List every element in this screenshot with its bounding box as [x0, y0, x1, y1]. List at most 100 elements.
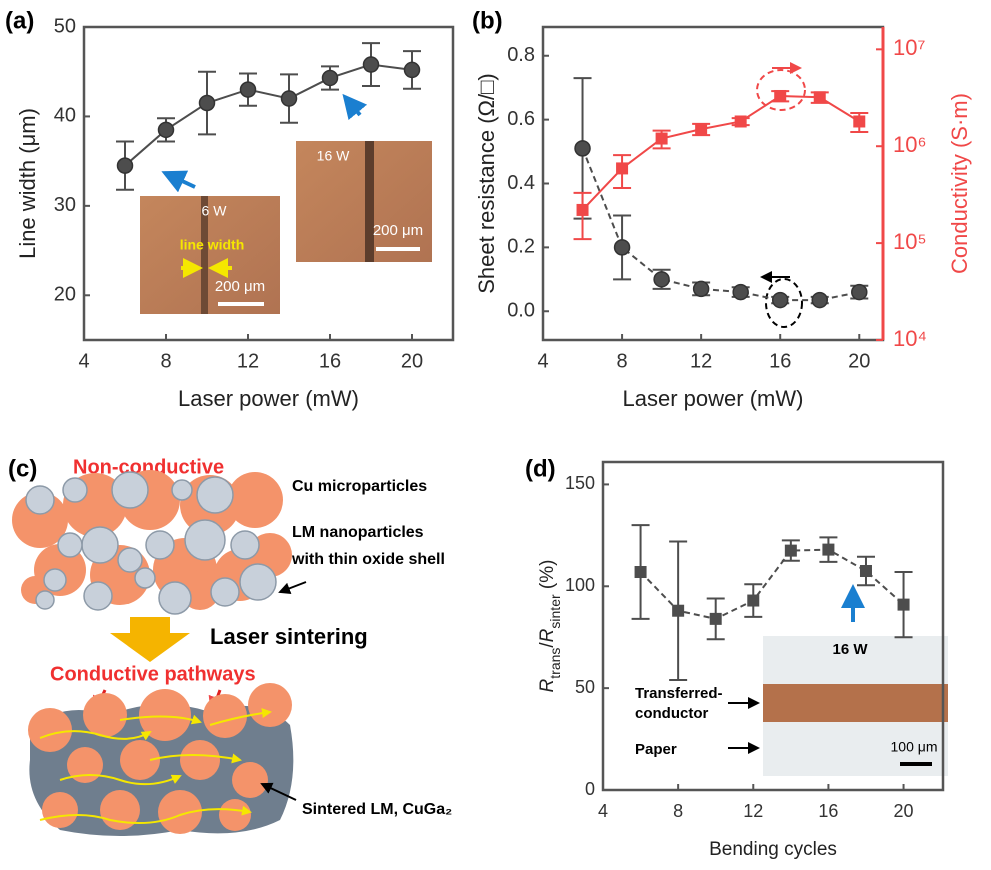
current-path — [39, 805, 252, 824]
arrow — [342, 93, 368, 121]
x-tick-label: 20 — [401, 350, 423, 372]
process-label: Laser sintering — [210, 624, 368, 649]
marker — [692, 280, 710, 298]
x-tick-label: 8 — [673, 801, 683, 821]
y-tick-label: 20 — [54, 284, 76, 306]
y-axis-label-part: sinter — [547, 594, 563, 629]
y-tick-label: 0.8 — [507, 44, 535, 66]
y-tick-label: 100 — [565, 575, 595, 595]
cu-particle — [42, 792, 78, 828]
marker — [747, 594, 760, 607]
marker — [116, 157, 134, 174]
annotation: 100 μm — [891, 739, 938, 755]
x-tick-label: 16 — [769, 350, 791, 372]
marker — [321, 69, 339, 87]
marker — [851, 283, 868, 301]
lm-particle — [35, 590, 55, 610]
conductor-strip — [763, 684, 948, 722]
marker — [576, 203, 589, 216]
lm-particle — [171, 479, 193, 501]
marker — [771, 291, 789, 309]
current-path — [149, 753, 242, 764]
lm-particle — [43, 568, 67, 592]
plot-frame — [82, 25, 455, 342]
marker — [734, 115, 747, 128]
panel-label: (d) — [525, 455, 556, 482]
diagram-label: Cu microparticles — [292, 478, 427, 495]
cu-particle — [232, 762, 268, 798]
y2-tick-label: 10⁴ — [893, 326, 927, 351]
current-path — [209, 708, 272, 726]
lm-particle — [210, 577, 240, 607]
y-tick-label: 50 — [54, 15, 76, 37]
cu-particle — [100, 790, 140, 830]
marker — [157, 121, 175, 139]
x-tick-label: 16 — [818, 801, 838, 821]
x-tick-label: 12 — [743, 801, 763, 821]
lm-particle — [196, 476, 234, 514]
x-tick-label: 8 — [617, 350, 628, 372]
marker — [634, 566, 647, 579]
plot-frame — [601, 460, 945, 792]
lm-particle — [117, 547, 143, 573]
x-tick-label: 12 — [237, 350, 259, 372]
y2-tick-label: 10⁵ — [893, 229, 927, 254]
scale-bar — [900, 762, 932, 766]
marker — [198, 94, 216, 112]
particles — [12, 470, 292, 615]
panel-label: (a) — [5, 7, 34, 34]
diagram-label: with thin oxide shell — [291, 551, 445, 568]
y2-tick-label: 10⁶ — [893, 132, 927, 157]
marker — [574, 140, 591, 157]
highlight — [765, 278, 803, 328]
cu-particle — [248, 683, 292, 727]
current-path — [39, 730, 152, 741]
cu-particle — [120, 740, 160, 780]
cu-particle — [158, 790, 202, 834]
annotation: conductor — [635, 705, 708, 722]
y-axis-label-part: trans — [547, 648, 563, 679]
x-axis-label: Bending cycles — [709, 839, 837, 860]
marker — [811, 291, 828, 309]
x-tick-label: 16 — [319, 350, 341, 372]
y-tick-label: 0.2 — [507, 236, 535, 258]
lm-particle — [111, 471, 149, 509]
lm-particle — [239, 563, 277, 601]
cu-particle — [227, 472, 283, 528]
x-tick-label: 12 — [690, 350, 712, 372]
marker — [774, 89, 787, 102]
marker — [403, 61, 421, 79]
panel-label: (b) — [472, 7, 503, 34]
insets — [140, 62, 948, 776]
y-axis-label-part: / — [537, 642, 558, 648]
annotation: line width — [180, 237, 245, 253]
annotation: 200 μm — [373, 222, 423, 239]
annotation: 16 W — [317, 148, 350, 164]
marker — [695, 123, 708, 136]
x-tick-label: 4 — [78, 350, 89, 372]
y-tick-label: 0.4 — [507, 172, 535, 194]
cu-particle — [203, 694, 247, 738]
panel-label: (c) — [8, 455, 37, 482]
annotation: 200 μm — [215, 278, 265, 295]
marker — [613, 239, 631, 256]
y-tick-label: 0 — [585, 779, 595, 799]
marker — [897, 598, 910, 611]
scale-bar — [376, 247, 420, 251]
cu-particle — [28, 708, 72, 752]
process-arrow — [110, 617, 190, 662]
marker — [813, 91, 826, 104]
annotation: Transferred- — [635, 685, 723, 702]
lm-particle — [83, 581, 113, 611]
lm-particle — [145, 530, 175, 560]
marker — [672, 604, 685, 617]
x-tick-label: 8 — [160, 350, 171, 372]
micrograph — [296, 141, 432, 262]
diagram-label: LM nanoparticles — [292, 524, 424, 541]
current-path — [59, 774, 182, 786]
y-axis-label-part: R — [537, 678, 558, 692]
lm-particle — [158, 581, 192, 615]
arrow — [260, 782, 297, 801]
marker — [655, 132, 668, 145]
marker — [822, 543, 835, 556]
